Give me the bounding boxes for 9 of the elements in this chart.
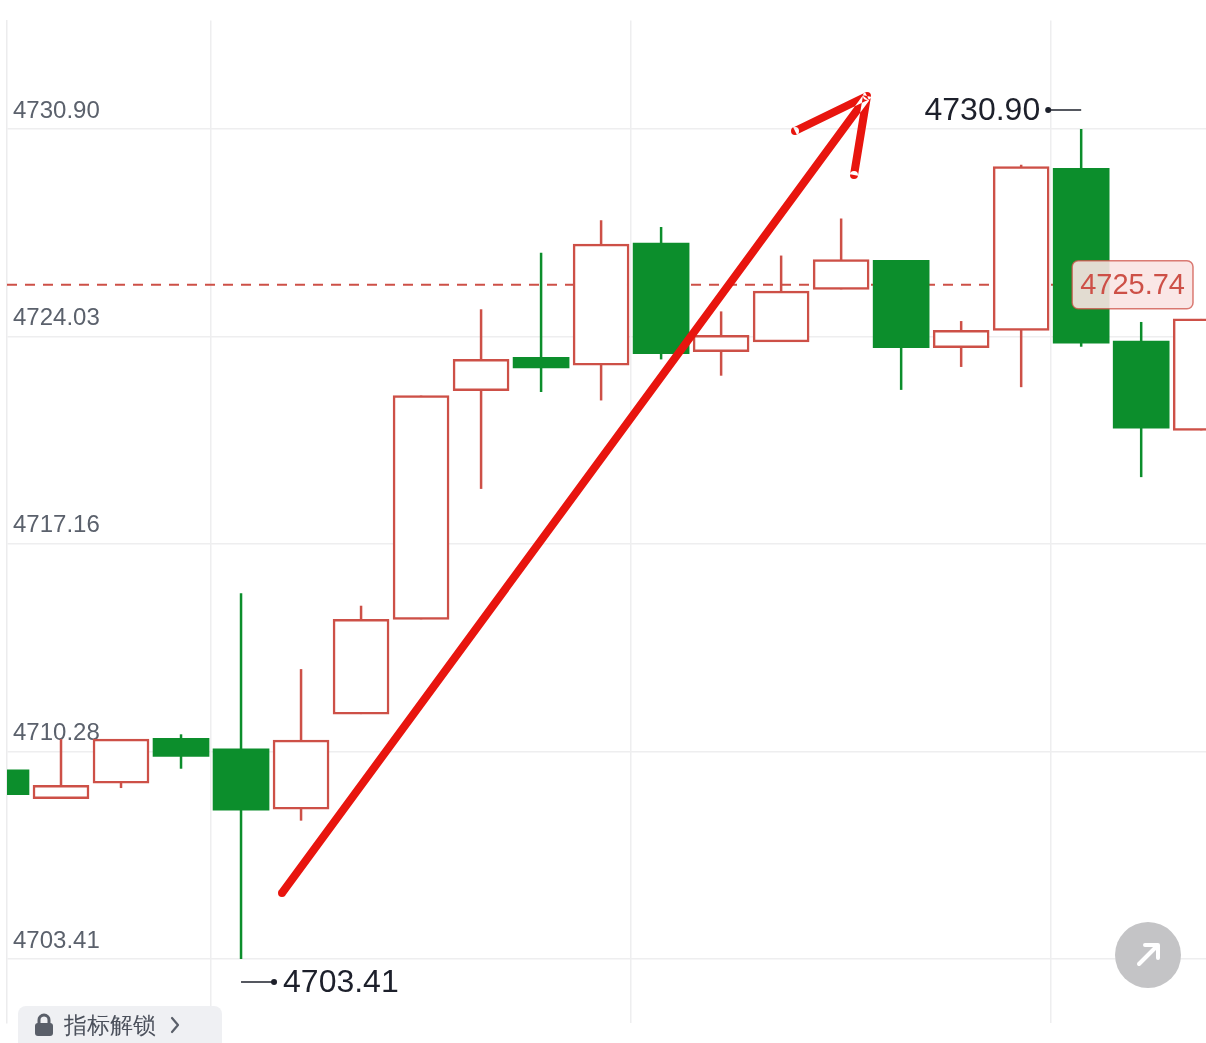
ref-line-label: 4725.74 [1080, 267, 1185, 300]
y-tick-label: 4730.90 [13, 95, 100, 123]
annotation: 4703.41 [283, 962, 399, 999]
annotation: 4730.90 [924, 90, 1041, 127]
annotation: 指标解锁 [64, 1011, 156, 1038]
y-tick-label: 4703.41 [13, 925, 100, 953]
y-tick-label: 4717.16 [13, 510, 100, 538]
y-tick-label: 4724.03 [13, 303, 100, 331]
y-tick-label: 4710.28 [13, 718, 100, 746]
